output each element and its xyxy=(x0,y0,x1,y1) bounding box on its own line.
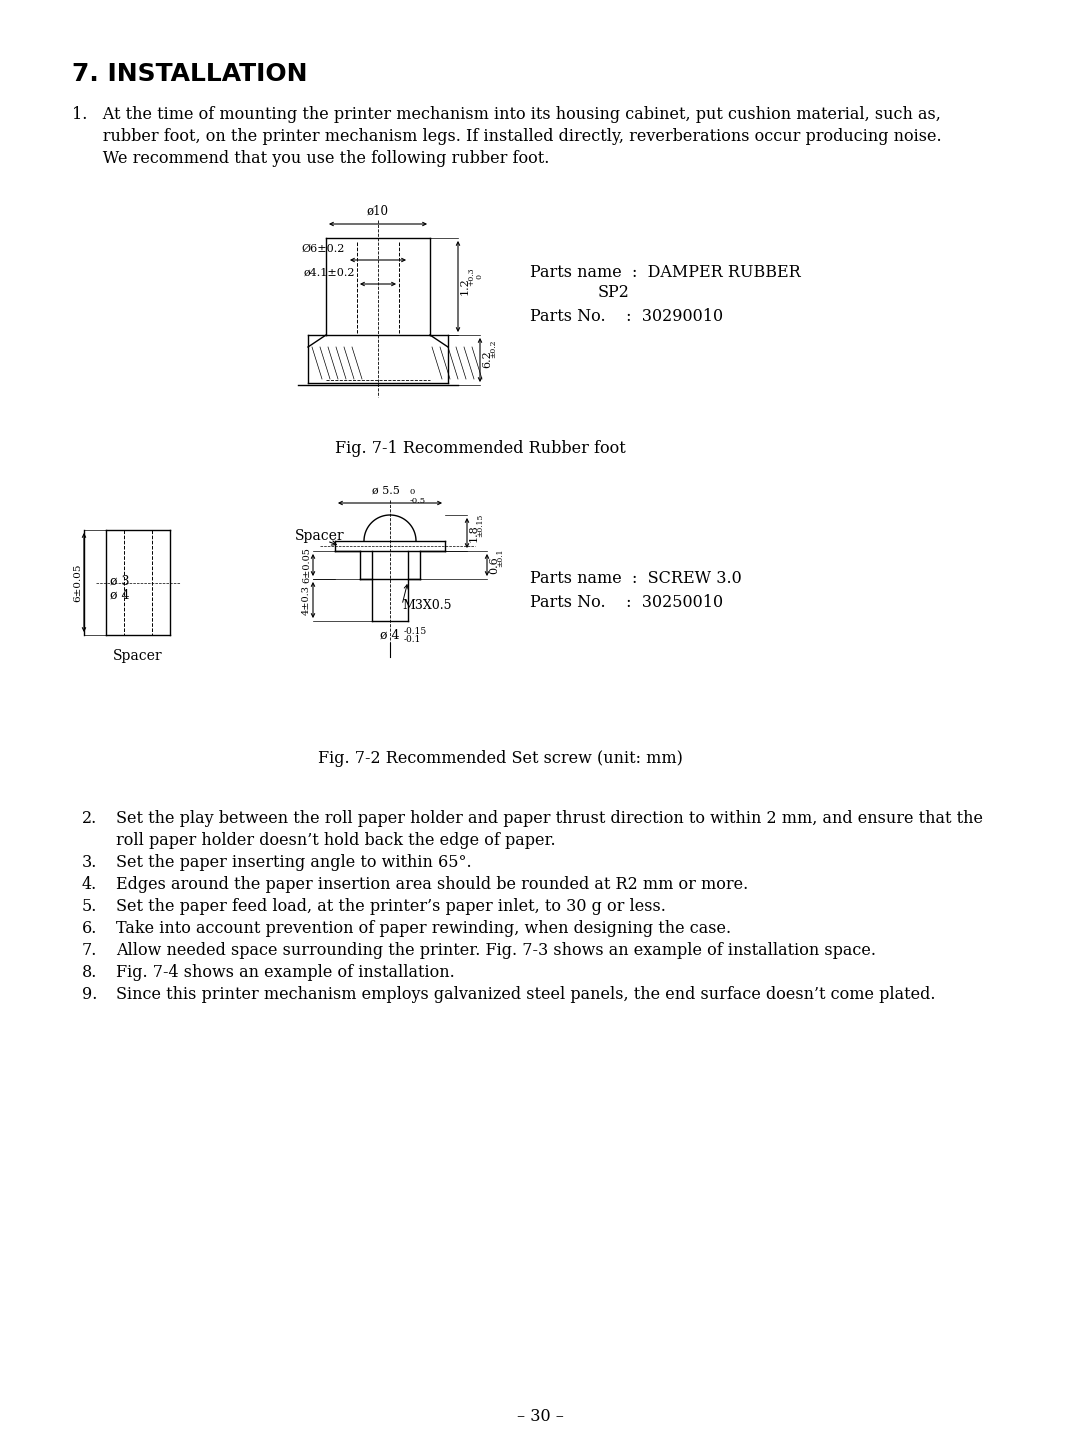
Text: 6±0.05: 6±0.05 xyxy=(73,563,82,602)
Text: Fig. 7-4 shows an example of installation.: Fig. 7-4 shows an example of installatio… xyxy=(116,964,455,981)
Text: 4±0.3: 4±0.3 xyxy=(302,585,311,615)
Text: Since this printer mechanism employs galvanized steel panels, the end surface do: Since this printer mechanism employs gal… xyxy=(116,986,935,1003)
Text: 1.2: 1.2 xyxy=(460,278,470,295)
Text: ±0.15: ±0.15 xyxy=(476,513,484,536)
Text: Fig. 7-1 Recommended Rubber foot: Fig. 7-1 Recommended Rubber foot xyxy=(335,440,625,457)
Text: 2.: 2. xyxy=(82,810,97,827)
Text: roll paper holder doesn’t hold back the edge of paper.: roll paper holder doesn’t hold back the … xyxy=(116,831,555,849)
Text: ø10: ø10 xyxy=(367,205,389,218)
Text: ø 3: ø 3 xyxy=(110,575,130,588)
Text: Parts No.    :  30250010: Parts No. : 30250010 xyxy=(530,594,724,611)
Text: – 30 –: – 30 – xyxy=(516,1408,564,1425)
Text: Set the play between the roll paper holder and paper thrust direction to within : Set the play between the roll paper hold… xyxy=(116,810,983,827)
Text: 8.: 8. xyxy=(82,964,97,981)
Text: 7.: 7. xyxy=(82,942,97,960)
Text: ø4.1±0.2: ø4.1±0.2 xyxy=(303,268,355,278)
Text: 0: 0 xyxy=(410,488,415,496)
Text: ±0.2: ±0.2 xyxy=(489,340,497,359)
Text: 9.: 9. xyxy=(82,986,97,1003)
Text: Ø6±0.2: Ø6±0.2 xyxy=(301,244,345,254)
Text: Parts No.    :  30290010: Parts No. : 30290010 xyxy=(530,308,724,326)
Text: ø 5.5: ø 5.5 xyxy=(373,486,400,496)
Text: ø 4: ø 4 xyxy=(380,630,400,643)
Text: Set the paper inserting angle to within 65°.: Set the paper inserting angle to within … xyxy=(116,855,472,870)
Text: SP2: SP2 xyxy=(598,284,630,301)
Text: M3X0.5: M3X0.5 xyxy=(402,599,451,612)
Text: 7. INSTALLATION: 7. INSTALLATION xyxy=(72,62,308,86)
Text: Spacer: Spacer xyxy=(295,529,345,543)
Text: 4.: 4. xyxy=(82,876,97,893)
Text: We recommend that you use the following rubber foot.: We recommend that you use the following … xyxy=(72,150,550,167)
Text: ±0.1: ±0.1 xyxy=(496,549,504,568)
Text: Spacer: Spacer xyxy=(113,648,163,663)
Text: Parts name  :  SCREW 3.0: Parts name : SCREW 3.0 xyxy=(530,571,742,586)
Text: 1.   At the time of mounting the printer mechanism into its housing cabinet, put: 1. At the time of mounting the printer m… xyxy=(72,107,941,122)
Text: Edges around the paper insertion area should be rounded at R2 mm or more.: Edges around the paper insertion area sh… xyxy=(116,876,748,893)
Text: -0.1: -0.1 xyxy=(404,635,421,644)
Text: +0.3
   0: +0.3 0 xyxy=(467,267,484,285)
Text: Take into account prevention of paper rewinding, when designing the case.: Take into account prevention of paper re… xyxy=(116,919,731,937)
Text: Allow needed space surrounding the printer. Fig. 7-3 shows an example of install: Allow needed space surrounding the print… xyxy=(116,942,876,960)
Text: rubber foot, on the printer mechanism legs. If installed directly, reverberation: rubber foot, on the printer mechanism le… xyxy=(72,128,942,146)
Text: Set the paper feed load, at the printer’s paper inlet, to 30 g or less.: Set the paper feed load, at the printer’… xyxy=(116,898,666,915)
Text: 0.6: 0.6 xyxy=(489,556,499,574)
Text: 6.2: 6.2 xyxy=(482,350,492,367)
Text: 6±0.05: 6±0.05 xyxy=(302,548,311,584)
Text: Fig. 7-2 Recommended Set screw (unit: mm): Fig. 7-2 Recommended Set screw (unit: mm… xyxy=(318,749,683,767)
Text: ø 4: ø 4 xyxy=(110,588,130,601)
Text: 6.: 6. xyxy=(82,919,97,937)
Text: -0.15: -0.15 xyxy=(404,627,428,635)
Text: Parts name  :  DAMPER RUBBER: Parts name : DAMPER RUBBER xyxy=(530,264,800,281)
Text: 1.8: 1.8 xyxy=(469,525,480,542)
Text: 3.: 3. xyxy=(82,855,97,870)
Text: 5.: 5. xyxy=(82,898,97,915)
Text: -0.5: -0.5 xyxy=(410,497,427,504)
